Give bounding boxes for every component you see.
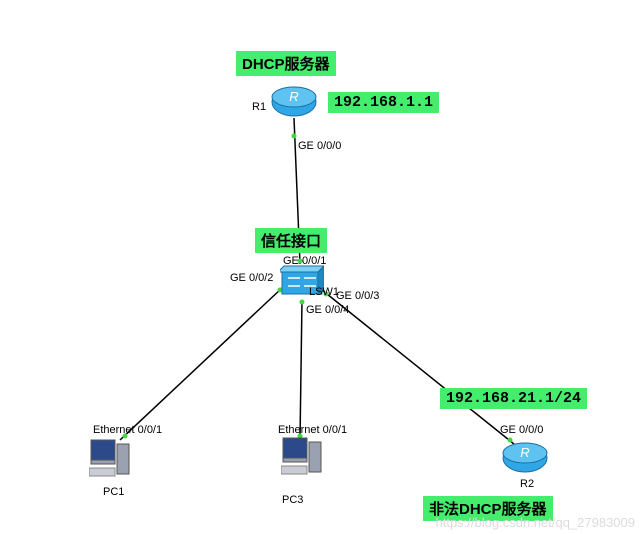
router-r1: R [271,86,317,118]
label-ip-r2: 192.168.21.1/24 [440,388,587,409]
router-r2: R [502,442,548,474]
label-ip-r1: 192.168.1.1 [328,92,439,113]
r1-name: R1 [252,101,266,113]
port-label: GE 0/0/0 [298,140,341,152]
lsw1-name: LSW1 [309,286,339,298]
port-label: GE 0/0/4 [306,304,349,316]
port-label: GE 0/0/3 [336,290,379,302]
svg-text:R: R [289,89,298,104]
pc1-name: PC1 [103,486,124,498]
diagram-canvas: R [0,0,643,534]
watermark: https://blog.csdn.net/qq_27983009 [436,515,636,530]
pc3 [281,436,323,480]
port-label: GE 0/0/2 [230,272,273,284]
port-dot [300,300,305,305]
port-label: Ethernet 0/0/1 [278,424,347,436]
pc3-name: PC3 [282,494,303,506]
port-label: GE 0/0/0 [500,424,543,436]
label-dhcp-server: DHCP服务器 [236,51,336,76]
label-trust-port: 信任接口 [255,228,327,253]
port-label: GE 0/0/1 [283,255,326,267]
port-label: Ethernet 0/0/1 [93,424,162,436]
port-dot [292,134,297,139]
r2-name: R2 [520,478,534,490]
svg-text:R: R [520,445,529,460]
pc1 [89,438,131,482]
